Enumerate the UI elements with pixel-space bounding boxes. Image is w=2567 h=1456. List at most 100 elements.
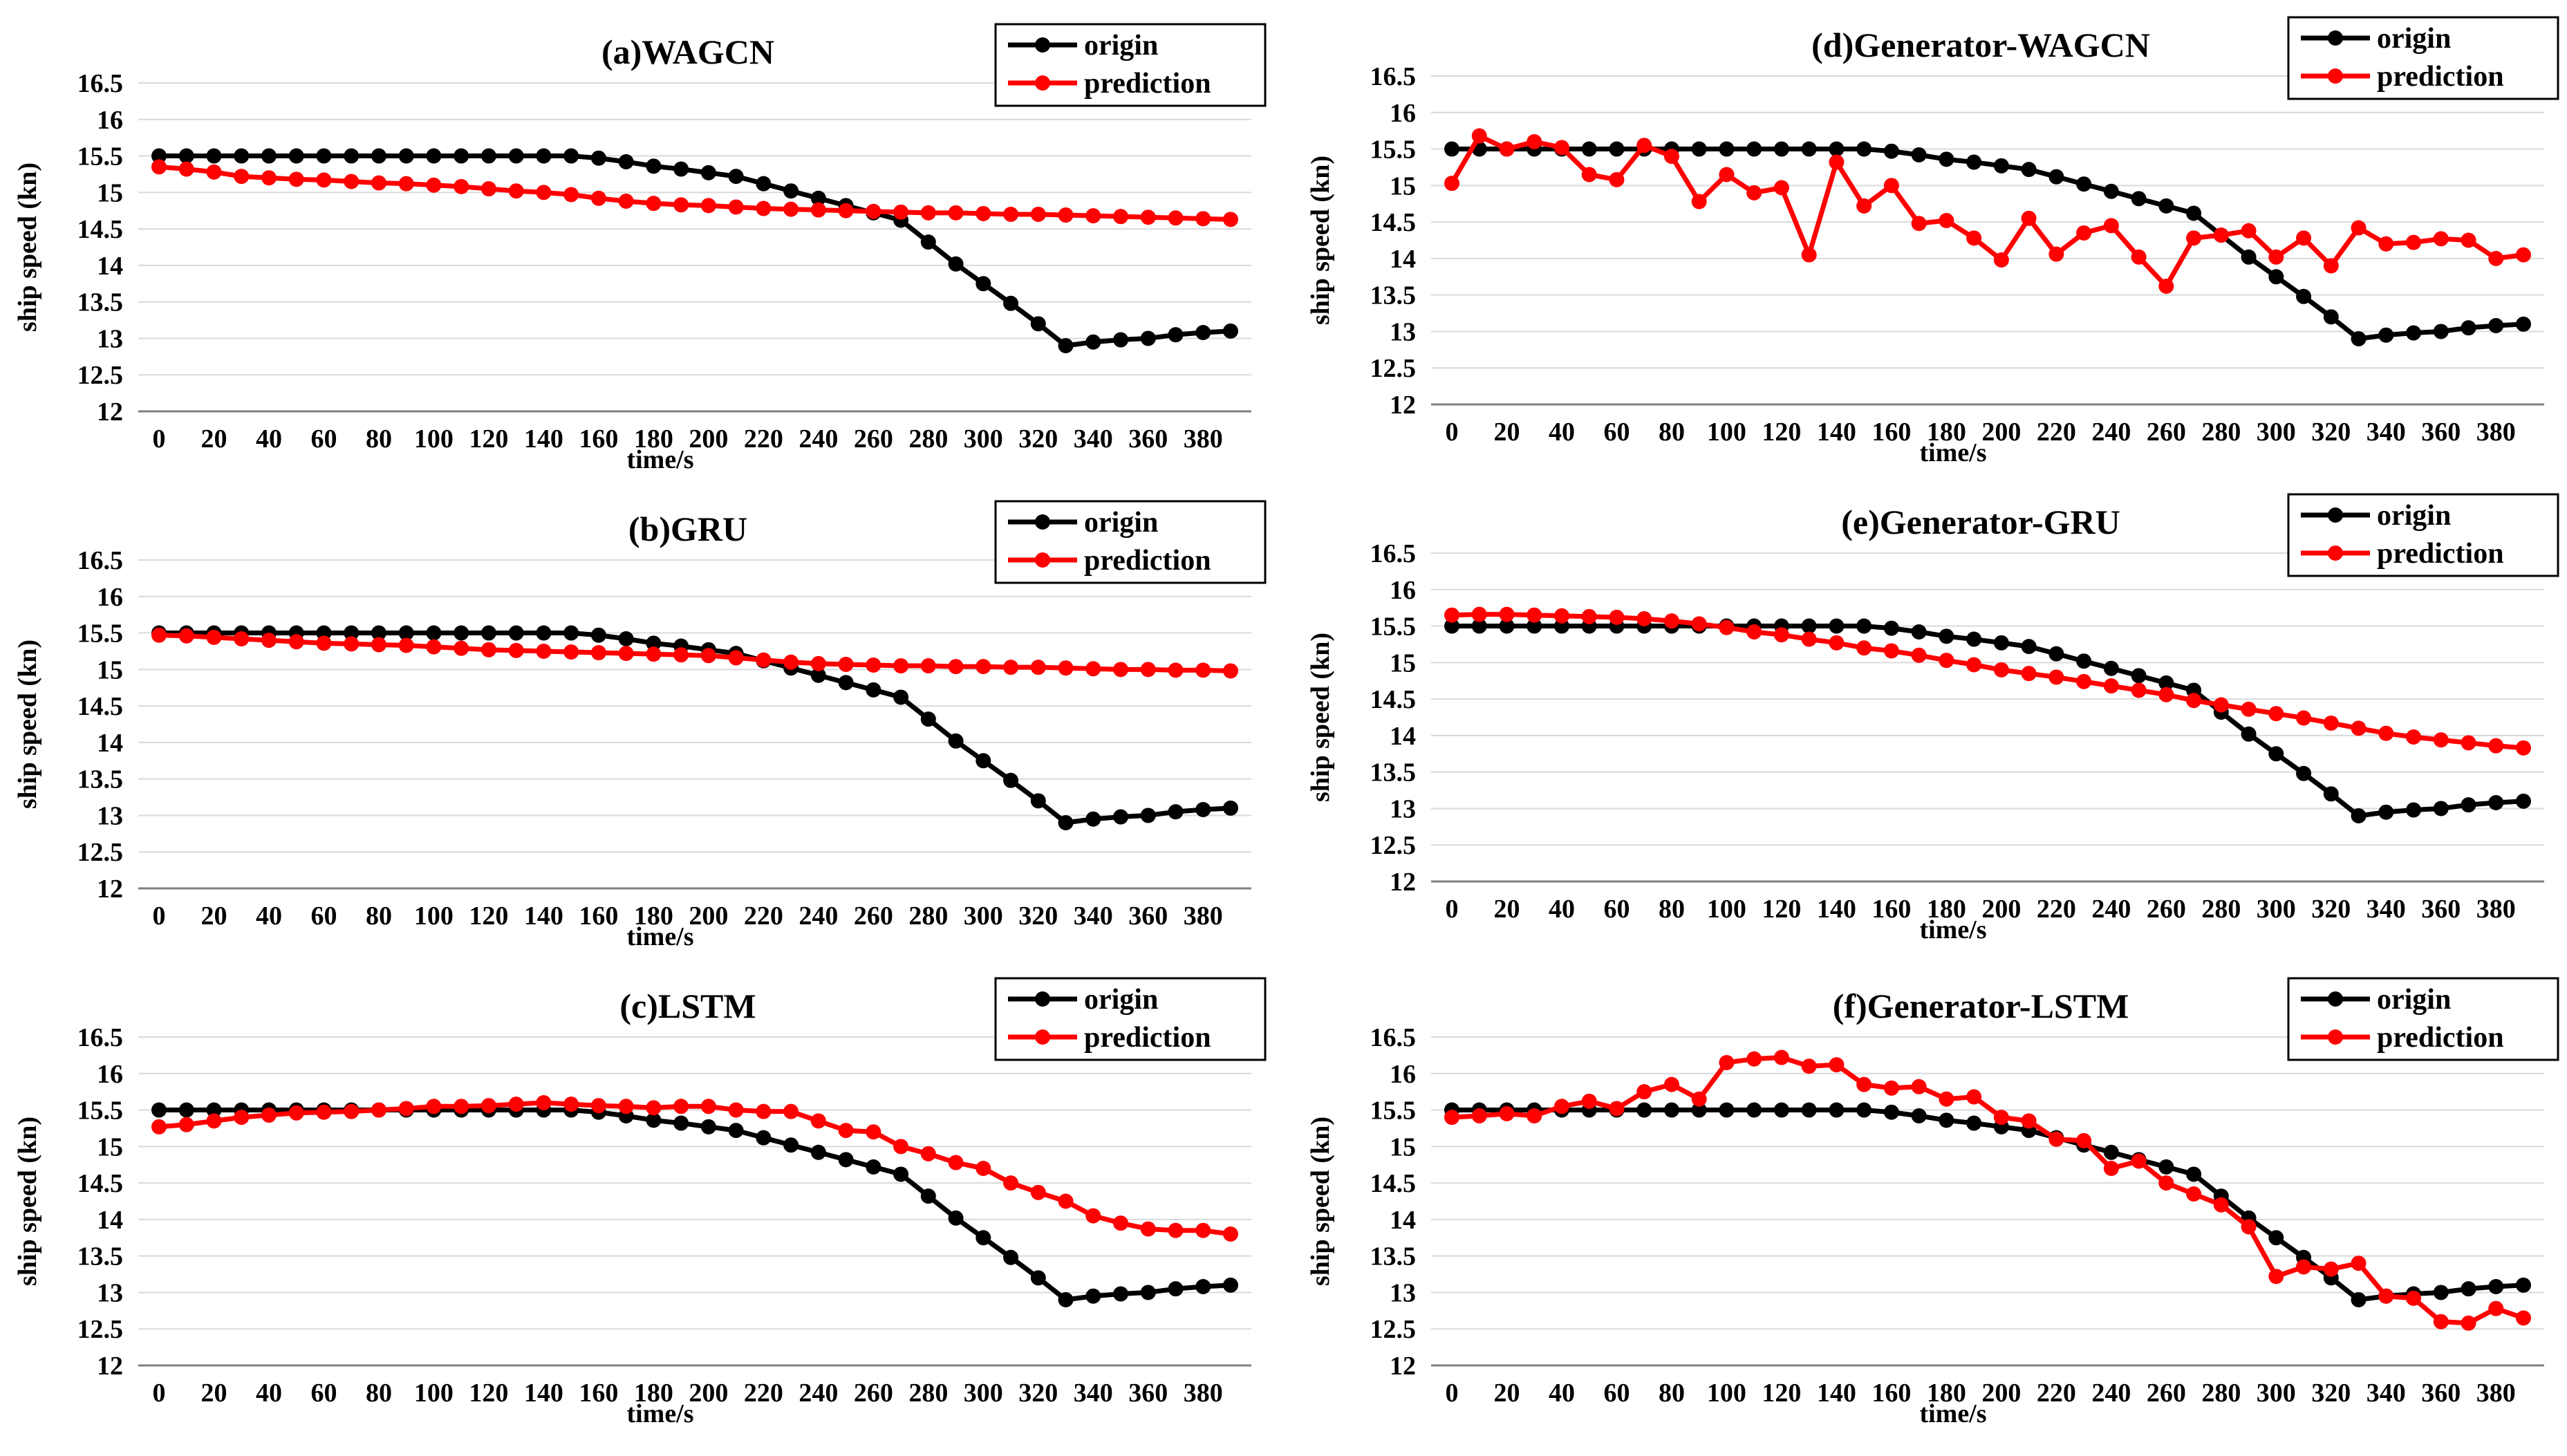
legend-marker-prediction: [1035, 552, 1050, 568]
y-tick-label: 14.5: [1370, 1169, 1417, 1198]
x-tick-label: 240: [799, 902, 838, 931]
data-point-prediction: [810, 1113, 826, 1129]
data-point-prediction: [1609, 609, 1625, 625]
x-tick-label: 360: [2421, 418, 2461, 447]
x-tick-label: 340: [1074, 1379, 1113, 1408]
data-point-prediction: [1553, 1099, 1569, 1114]
y-tick-label: 14.5: [77, 215, 124, 244]
data-point-origin: [1966, 631, 1982, 647]
data-point-origin: [563, 148, 579, 164]
data-point-prediction: [976, 205, 991, 221]
x-tick-label: 20: [200, 902, 227, 931]
data-point-origin: [288, 148, 304, 164]
data-point-origin: [480, 625, 496, 641]
x-tick-label: 100: [414, 1379, 454, 1408]
data-point-prediction: [2406, 1290, 2422, 1306]
x-tick-label: 300: [2257, 1379, 2296, 1408]
data-point-prediction: [1195, 211, 1211, 227]
data-point-origin: [2351, 331, 2367, 346]
data-point-prediction: [1581, 167, 1597, 183]
data-point-prediction: [316, 635, 332, 651]
data-point-origin: [2406, 802, 2422, 818]
legend-marker-prediction: [1035, 1029, 1050, 1045]
x-tick-label: 60: [1603, 418, 1630, 447]
data-point-origin: [1883, 143, 1899, 159]
x-tick-label: 200: [689, 902, 728, 931]
data-point-prediction: [866, 1124, 881, 1140]
y-tick-label: 13.5: [1370, 1242, 1417, 1271]
data-point-prediction: [1829, 635, 1845, 651]
y-tick-label: 12.5: [1370, 831, 1417, 860]
y-tick-label: 14.5: [1370, 208, 1417, 237]
data-point-prediction: [288, 1105, 304, 1121]
data-point-prediction: [1085, 661, 1101, 677]
chart-panel-4: 12 12.5 13 13.5 14 14.5 15 15.5 16 16.5 0 20 40 60 80 1…: [1306, 16, 2559, 467]
data-point-prediction: [2268, 1269, 2284, 1285]
data-point-prediction: [2076, 1132, 2092, 1148]
data-point-origin: [2296, 288, 2312, 304]
data-point-origin: [1691, 1102, 1707, 1118]
chart-title: (c)LSTM: [619, 987, 756, 1025]
data-point-prediction: [1113, 1215, 1129, 1231]
x-tick-label: 320: [2311, 418, 2351, 447]
x-tick-label: 220: [744, 1379, 783, 1408]
data-point-origin: [2323, 309, 2339, 325]
data-point-prediction: [1966, 657, 1982, 673]
x-tick-label: 160: [1871, 895, 1911, 924]
y-tick-label: 13: [1390, 794, 1416, 823]
data-point-origin: [1058, 338, 1074, 353]
data-point-prediction: [1719, 1054, 1735, 1070]
data-point-origin: [1058, 815, 1074, 830]
x-tick-label: 360: [1128, 902, 1168, 931]
data-point-prediction: [976, 1161, 991, 1176]
data-point-origin: [1140, 330, 1156, 346]
y-tick-label: 16: [97, 106, 123, 135]
chart-title: (d)Generator-WAGCN: [1811, 26, 2150, 64]
data-point-prediction: [234, 169, 250, 185]
data-point-origin: [1993, 158, 2009, 174]
data-point-origin: [1883, 620, 1899, 636]
data-point-origin: [1773, 1102, 1789, 1118]
data-point-origin: [371, 625, 386, 641]
data-point-origin: [1058, 1292, 1074, 1307]
series-line-origin: [159, 631, 1231, 825]
x-tick-label: 60: [1603, 1379, 1630, 1408]
data-point-origin: [2516, 1277, 2531, 1293]
data-point-prediction: [1966, 230, 1982, 246]
data-point-origin: [1966, 154, 1982, 170]
data-point-origin: [1003, 772, 1019, 788]
data-point-origin: [2516, 316, 2531, 332]
x-tick-label: 380: [1184, 902, 1223, 931]
y-tick-label: 16: [1390, 576, 1416, 605]
data-point-origin: [480, 148, 496, 164]
data-point-prediction: [2351, 720, 2367, 736]
data-point-prediction: [1663, 1076, 1679, 1092]
data-point-prediction: [1829, 154, 1845, 170]
data-point-prediction: [1746, 185, 1762, 200]
x-tick-label: 300: [964, 902, 1003, 931]
data-point-origin: [646, 158, 662, 174]
data-point-origin: [920, 711, 936, 727]
data-point-origin: [2158, 198, 2174, 214]
data-point-prediction: [1471, 606, 1487, 622]
series-line-origin: [159, 153, 1231, 348]
data-point-prediction: [2241, 1219, 2257, 1235]
data-point-prediction: [673, 1099, 689, 1114]
data-point-prediction: [1003, 207, 1019, 222]
data-point-prediction: [563, 187, 579, 203]
data-point-prediction: [2433, 732, 2449, 748]
data-point-origin: [1140, 808, 1156, 823]
series-line-origin: [1452, 624, 2524, 819]
data-point-prediction: [2488, 1300, 2504, 1316]
x-tick-label: 320: [1018, 424, 1058, 454]
data-point-prediction: [261, 1107, 277, 1123]
data-point-origin: [920, 1188, 936, 1204]
data-point-origin: [454, 625, 469, 641]
data-point-origin: [1829, 1102, 1845, 1118]
y-tick-label: 13: [97, 1278, 123, 1307]
data-point-prediction: [178, 628, 194, 644]
legend-marker-origin: [2328, 30, 2343, 46]
data-point-prediction: [536, 643, 552, 659]
data-point-origin: [2488, 1279, 2504, 1294]
data-point-prediction: [2048, 669, 2064, 685]
